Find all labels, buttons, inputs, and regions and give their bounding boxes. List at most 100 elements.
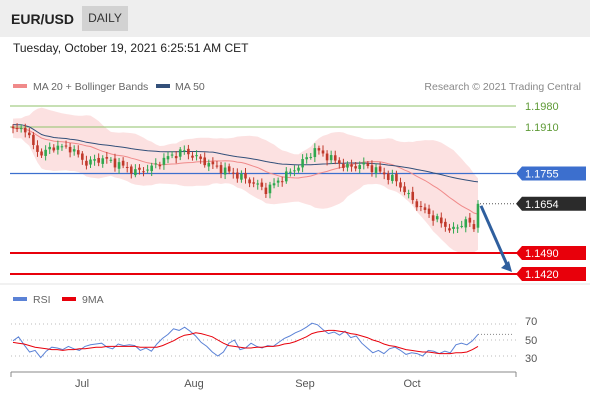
candle-body bbox=[109, 159, 113, 161]
candle-body bbox=[158, 164, 162, 167]
candle-body bbox=[386, 173, 390, 180]
candle-body bbox=[472, 224, 476, 230]
candle-body bbox=[15, 128, 19, 130]
candle-body bbox=[219, 165, 223, 174]
candle-body bbox=[85, 160, 88, 166]
rsi-tick-50: 50 bbox=[525, 335, 537, 347]
level-label-1.1910: 1.1910 bbox=[525, 122, 559, 134]
candle-body bbox=[276, 180, 280, 183]
candle-body bbox=[48, 146, 52, 150]
level-tag-1.1490 bbox=[516, 246, 586, 260]
candle-body bbox=[305, 157, 308, 160]
candle-body bbox=[146, 169, 149, 171]
candle-body bbox=[72, 149, 76, 152]
rsi-tick-30: 30 bbox=[525, 353, 537, 365]
candle-body bbox=[391, 174, 394, 181]
candles bbox=[11, 123, 480, 234]
candle-body bbox=[97, 157, 100, 163]
candle-body bbox=[354, 166, 357, 169]
candle-body bbox=[195, 155, 198, 157]
candle-body bbox=[178, 149, 182, 157]
candle-body bbox=[134, 169, 137, 176]
timeframe-tab[interactable]: DAILY bbox=[82, 6, 128, 31]
candle-body bbox=[329, 155, 333, 161]
candle-body bbox=[142, 171, 145, 173]
candle-body bbox=[419, 205, 423, 207]
candle-body bbox=[105, 157, 109, 159]
candle-body bbox=[272, 183, 276, 186]
instrument-title: EUR/USD bbox=[11, 11, 75, 27]
legend-swatch-rsi bbox=[13, 297, 27, 301]
candle-body bbox=[370, 165, 374, 173]
candle-body bbox=[342, 163, 345, 168]
candle-body bbox=[476, 203, 480, 228]
candle-body bbox=[170, 154, 174, 156]
ma50-line bbox=[12, 124, 479, 183]
candle-body bbox=[36, 145, 39, 152]
legend-label-rsi: RSI bbox=[33, 294, 51, 306]
legend-label-ma20: MA 20 + Bollinger Bands bbox=[33, 81, 148, 93]
candle-body bbox=[444, 221, 447, 227]
level-tag-1.1420 bbox=[516, 267, 586, 281]
candle-body bbox=[64, 145, 68, 147]
candle-body bbox=[113, 158, 117, 168]
candle-body bbox=[121, 160, 125, 166]
ma20-line bbox=[12, 127, 479, 215]
rsi-series-rsi bbox=[12, 322, 479, 359]
legend-label-ma50: MA 50 bbox=[175, 81, 205, 93]
arrow-head bbox=[501, 261, 512, 272]
candle-body bbox=[23, 127, 27, 133]
price-levels bbox=[10, 105, 586, 275]
level-label-1.1755: 1.1755 bbox=[525, 169, 559, 181]
candle-body bbox=[138, 167, 141, 170]
candle-body bbox=[382, 172, 386, 175]
candle-body bbox=[236, 172, 239, 179]
candle-body bbox=[240, 174, 243, 180]
x-tick-aug: Aug bbox=[184, 378, 204, 390]
candle-body bbox=[423, 207, 427, 210]
candle-body bbox=[415, 201, 419, 208]
candle-body bbox=[215, 165, 219, 167]
candle-body bbox=[183, 150, 186, 152]
candle-body bbox=[264, 187, 268, 195]
rsi-tick-70: 70 bbox=[525, 316, 537, 328]
candle-body bbox=[378, 166, 382, 172]
candle-body bbox=[289, 171, 292, 173]
candle-body bbox=[260, 182, 264, 187]
candle-body bbox=[89, 159, 92, 165]
legend-swatch-ma50 bbox=[156, 84, 170, 88]
candle-body bbox=[460, 225, 463, 227]
candle-body bbox=[346, 163, 349, 168]
level-label-1.1490: 1.1490 bbox=[525, 248, 559, 260]
candle-body bbox=[256, 183, 260, 185]
candle-body bbox=[252, 182, 255, 184]
arrow-shaft bbox=[479, 205, 510, 268]
candle-body bbox=[44, 149, 47, 156]
level-label-1.1654: 1.1654 bbox=[525, 199, 559, 211]
candle-body bbox=[411, 191, 415, 201]
rsi-lines bbox=[12, 322, 514, 359]
candle-body bbox=[40, 151, 43, 156]
legend-swatch-ma20 bbox=[13, 84, 27, 88]
candle-body bbox=[223, 167, 227, 175]
rsi-series-9ma bbox=[12, 329, 479, 355]
candle-body bbox=[244, 172, 247, 179]
candle-body bbox=[76, 150, 80, 155]
candle-body bbox=[231, 172, 235, 174]
credit-text: Research © 2021 Trading Central bbox=[424, 81, 581, 93]
candle-body bbox=[439, 217, 443, 224]
candle-body bbox=[117, 162, 121, 169]
candle-body bbox=[227, 166, 231, 172]
candle-body bbox=[19, 128, 23, 130]
candle-body bbox=[60, 146, 64, 148]
candle-body bbox=[301, 159, 304, 168]
candle-body bbox=[427, 208, 431, 214]
candle-body bbox=[338, 160, 341, 164]
candle-body bbox=[93, 159, 96, 161]
candle-body bbox=[313, 148, 317, 158]
level-labels: 1.1980 1.1910 1.1755 1.1654 1.1490 1.1420 bbox=[516, 101, 586, 281]
candle-body bbox=[129, 166, 133, 174]
candle-body bbox=[68, 146, 72, 153]
candle-body bbox=[362, 162, 366, 165]
